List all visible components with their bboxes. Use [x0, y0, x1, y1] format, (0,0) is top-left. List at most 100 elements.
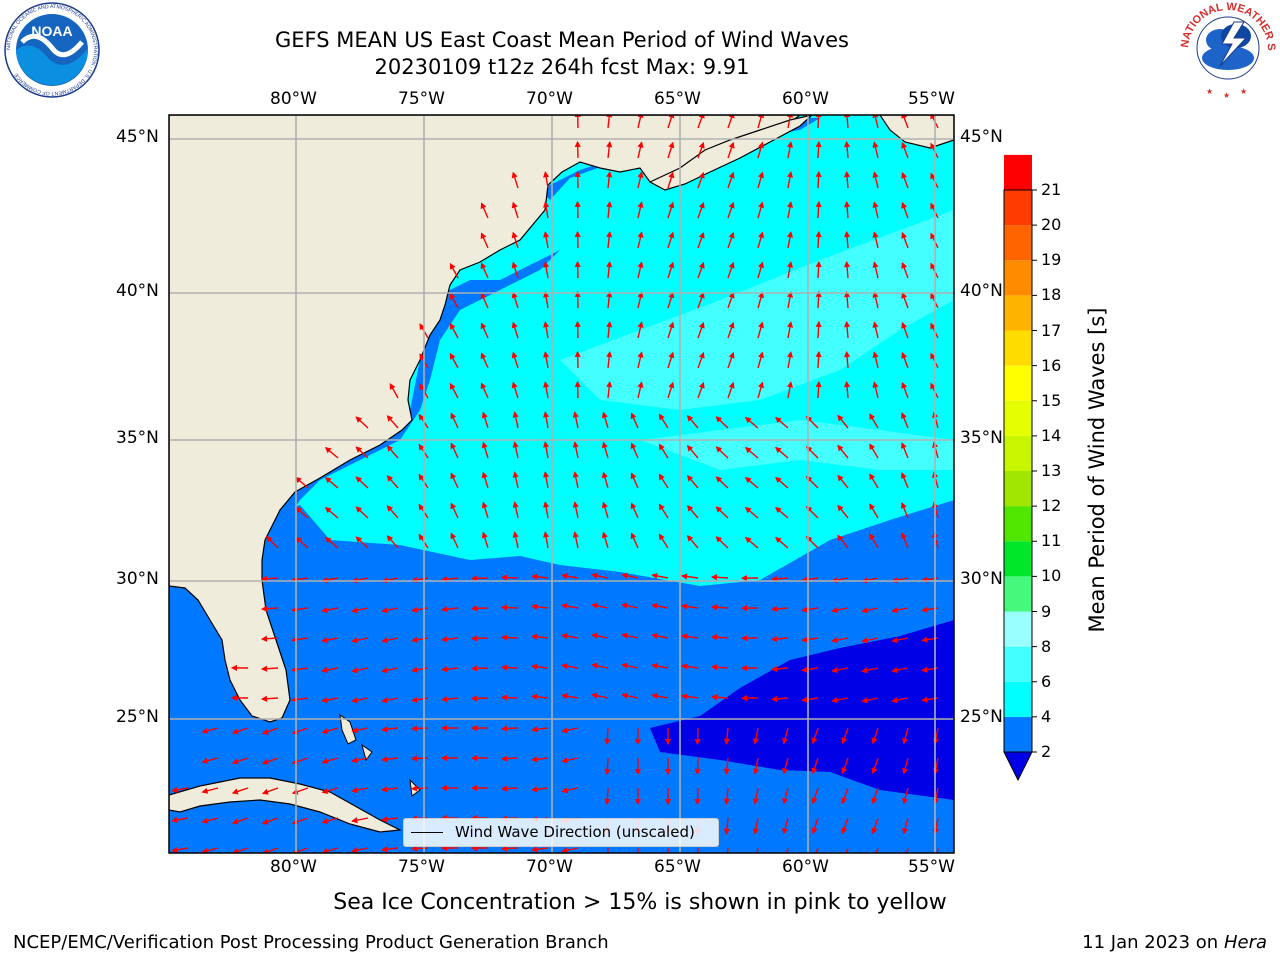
wind-wave-arrow-head [449, 262, 456, 270]
wind-wave-arrow-head [900, 472, 907, 479]
wind-wave-arrow-head [543, 411, 550, 418]
wind-wave-arrow-head [321, 666, 328, 674]
wind-wave-arrow-head [321, 728, 329, 735]
wind-wave-arrow-head [606, 201, 613, 208]
wind-wave-arrow-head [901, 381, 908, 389]
wind-wave-arrow-head [410, 755, 418, 762]
wind-wave-arrow-head [902, 767, 909, 775]
wind-wave-arrow-head [470, 695, 478, 702]
wind-wave-arrow-head [723, 768, 730, 776]
wind-wave-arrow-head [470, 784, 477, 792]
wind-wave-arrow-head [728, 351, 735, 359]
wind-wave-arrow-head [561, 663, 568, 670]
wind-wave-arrow-head [651, 692, 658, 700]
wind-wave-arrow-head [574, 320, 581, 328]
wind-wave-arrow-head [201, 787, 209, 794]
wind-wave-arrow-head [470, 635, 478, 642]
wind-wave-arrow-head [637, 321, 644, 328]
wind-wave-arrow-head [480, 232, 487, 240]
wind-wave-arrow-head [324, 476, 332, 484]
wind-wave-arrow-head [324, 446, 332, 454]
wind-wave-arrow-head [843, 170, 851, 178]
wind-wave-arrow-head [419, 353, 426, 360]
wind-wave-arrow-head [681, 663, 688, 670]
wind-wave-arrow-head [531, 726, 538, 733]
wind-wave-arrow-head [744, 536, 752, 544]
wind-wave-arrow-head [450, 412, 457, 420]
colorbar-tick-label: 21 [1041, 180, 1062, 199]
wind-wave-arrow-head [295, 536, 302, 544]
wind-wave-arrow-head [324, 506, 332, 514]
wind-wave-arrow [726, 847, 729, 853]
svg-text:★: ★ [1206, 87, 1213, 96]
wind-wave-arrow-head [668, 171, 675, 179]
wind-wave-arrow-head [786, 261, 794, 268]
wind-wave-arrow-head [481, 501, 488, 509]
wind-wave-arrow-head [930, 262, 936, 270]
wind-wave-arrow-head [891, 667, 898, 674]
wind-wave-arrow-head [572, 411, 579, 418]
wind-wave-arrow-head [843, 260, 851, 268]
wind-wave-arrow-head [511, 201, 518, 209]
noaa-logo: NOAA NATIONAL OCEANIC AND ATMOSPHERIC AD… [4, 2, 100, 98]
wind-wave-arrow-head [636, 860, 641, 864]
chart-subtitle: 20230109 t12z 264h fcst Max: 9.91 [374, 55, 750, 79]
wind-wave-arrow-head [381, 726, 388, 733]
wind-wave-arrow-head [740, 635, 747, 642]
wind-wave-arrow-head [381, 667, 388, 674]
wind-wave-arrow-head [658, 533, 665, 541]
wind-wave-arrow-head [891, 607, 898, 614]
wind-wave-arrow-head [606, 321, 613, 328]
wind-wave-arrow-head [531, 633, 538, 640]
sea-ice-note: Sea Ice Concentration > 15% is shown in … [333, 890, 947, 915]
wind-wave-arrow-head [480, 202, 487, 210]
wind-wave-arrow-head [355, 416, 363, 423]
wind-wave-arrow-head [758, 381, 765, 389]
colorbar-tick-label: 9 [1041, 601, 1052, 621]
wind-wave-arrow-head [681, 573, 688, 580]
colorbar-segment [1004, 190, 1032, 226]
wind-wave-arrow-head [872, 321, 879, 328]
wind-wave-arrow-head [261, 728, 269, 735]
wind-wave-arrow [845, 847, 849, 853]
wind-wave-arrow-head [901, 171, 908, 179]
wind-wave-arrow-head [901, 261, 908, 269]
wind-wave-arrow-head [668, 381, 675, 389]
wind-wave-arrow-head [481, 411, 488, 419]
wind-wave-arrow-head [230, 664, 237, 671]
wind-wave-arrow-head [418, 503, 425, 511]
wind-wave-arrow-head [591, 692, 598, 699]
wind-wave-arrow-head [606, 351, 613, 358]
wind-wave-arrow-head [698, 171, 705, 179]
wind-wave-arrow-head [710, 574, 718, 581]
wind-wave-arrow-head [668, 321, 675, 329]
wind-wave-arrow-head [450, 442, 457, 450]
wind-wave-arrow-head [440, 724, 447, 732]
wind-wave-arrow-head [815, 380, 822, 388]
wind-wave-arrow-head [511, 261, 518, 269]
wind-wave-arrow-head [770, 665, 778, 673]
colorbar-segment [1004, 435, 1032, 471]
chart-title: GEFS MEAN US East Coast Mean Period of W… [275, 28, 849, 52]
wind-wave-arrow-head [770, 695, 778, 703]
wind-wave-arrow-head [775, 506, 782, 514]
wind-wave-arrow-head [601, 441, 608, 449]
wind-wave-arrow-head [531, 756, 538, 763]
wind-wave-arrow-head [561, 603, 568, 610]
lat-label-right: 45°N [960, 127, 1003, 147]
wind-wave-arrow-head [664, 799, 672, 806]
colorbar-tick-label: 19 [1041, 250, 1062, 270]
wind-wave-arrow-head [637, 381, 644, 388]
wind-wave-arrow-head [512, 441, 519, 448]
wind-wave-arrow-head [531, 663, 538, 670]
wind-wave-arrow-head [386, 535, 394, 542]
wind-wave-arrow-head [658, 413, 665, 421]
wind-wave-arrow-head [710, 664, 718, 671]
wind-wave-arrow-head [321, 788, 329, 795]
lat-label-left: 35°N [116, 428, 159, 448]
wind-wave-arrow-head [601, 471, 608, 479]
wind-wave-arrow-head [715, 506, 723, 513]
wind-wave-arrow-head [637, 141, 644, 148]
wind-wave-arrow-head [561, 757, 568, 764]
footer-host: Hera [1223, 932, 1267, 953]
